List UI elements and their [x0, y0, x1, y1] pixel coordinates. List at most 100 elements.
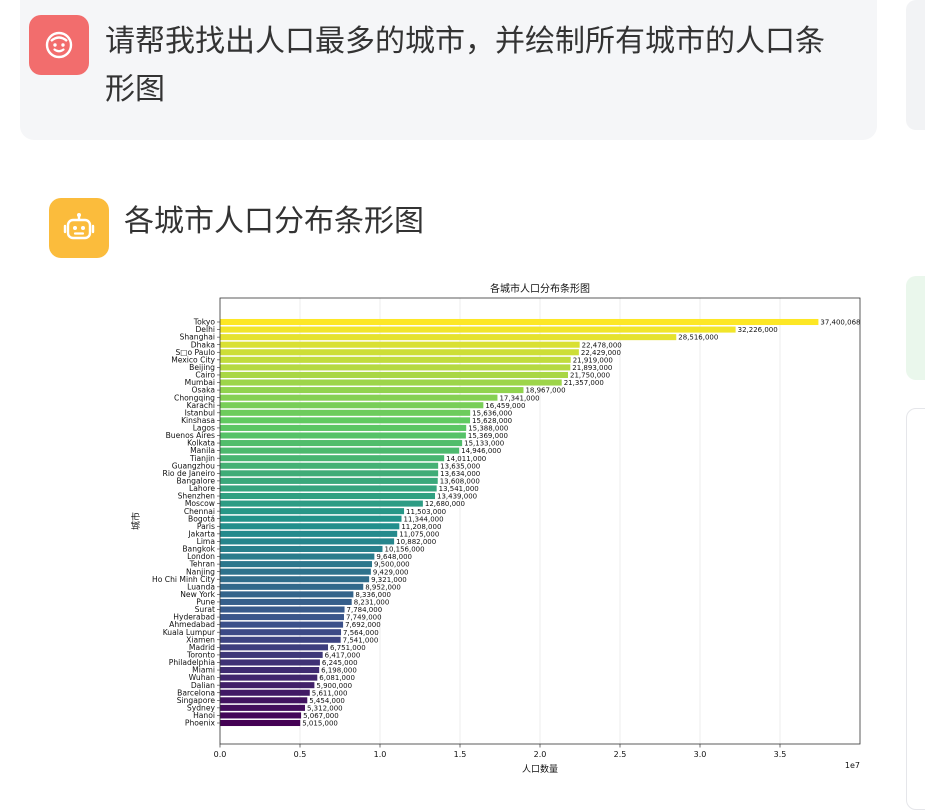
bar-value-label: 8,231,000: [354, 599, 390, 607]
y-tick-label: Paris: [197, 522, 215, 531]
bar-value-label: 11,075,000: [399, 530, 439, 538]
y-tick-label: Jakarta: [187, 529, 215, 538]
y-tick-label: Istanbul: [185, 408, 215, 417]
y-tick-label: Chongqing: [174, 393, 215, 402]
population-bar-chart: Tokyo 37,400,068 Delhi 32,226,000 Shanghai 28…: [130, 282, 860, 775]
bar-dalian: [220, 682, 315, 689]
bar-value-label: 21,357,000: [564, 379, 604, 387]
y-tick-label: Beijing: [189, 363, 215, 372]
y-tick-label: Bogotá: [188, 514, 215, 523]
bar-barcelona: [220, 689, 310, 696]
bar-phoenix: [220, 719, 301, 727]
bar-s-o-paulo: [220, 349, 579, 356]
bar-kuala-lumpur: [220, 629, 342, 636]
bar-wuhan: [220, 674, 318, 681]
y-tick-label: Nanjing: [186, 567, 215, 576]
side-panel-green: [906, 276, 925, 380]
y-tick-label: Wuhan: [189, 673, 216, 682]
y-tick-label: Madrid: [189, 643, 215, 652]
bar-value-label: 7,692,000: [345, 621, 381, 629]
y-tick-label: Tehran: [189, 560, 216, 569]
bot-avatar: [49, 198, 109, 258]
y-tick-label: New York: [180, 590, 215, 599]
y-tick-label: Ho Chi Minh City: [152, 575, 215, 584]
user-message-text: 请帮我找出人口最多的城市，并绘制所有城市的人口条形图: [105, 24, 825, 107]
y-axis-label: 城市: [130, 512, 142, 530]
bar-value-label: 5,611,000: [312, 689, 348, 697]
y-tick-label: Pune: [196, 598, 215, 607]
bar-ahmedabad: [220, 621, 344, 628]
y-tick-label: Surat: [195, 605, 215, 614]
bar-tianjin: [220, 455, 445, 462]
bar-value-label: 5,312,000: [307, 704, 343, 712]
y-tick-label: Karachi: [187, 401, 215, 410]
smiling-face-icon: [45, 31, 73, 59]
x-axis-label: 人口数量: [522, 763, 558, 775]
bot-message-title: 各城市人口分布条形图: [124, 204, 424, 239]
bar-chennai: [220, 508, 405, 515]
y-tick-label: Ahmedabad: [169, 620, 215, 629]
y-tick-label: Rio de Janeiro: [163, 469, 216, 478]
bar-tehran: [220, 561, 372, 568]
bar-value-label: 5,015,000: [302, 720, 338, 728]
y-tick-label: Shanghai: [180, 333, 216, 342]
y-tick-label: Tokyo: [193, 318, 216, 327]
bar-value-label: 7,784,000: [347, 606, 383, 614]
bar-value-label: 6,751,000: [330, 644, 366, 652]
x-tick-label: 1.5: [454, 750, 467, 759]
bar-value-label: 15,388,000: [468, 425, 508, 433]
bar-value-label: 9,500,000: [374, 561, 410, 569]
bar-value-label: 18,967,000: [525, 387, 565, 395]
bar-value-label: 14,946,000: [461, 447, 501, 455]
x-tick-label: 3.0: [694, 750, 707, 759]
bar-value-label: 6,417,000: [325, 652, 361, 660]
bar-istanbul: [220, 409, 471, 416]
bar-beijing: [220, 364, 571, 371]
bar-shanghai: [220, 334, 677, 341]
y-tick-label: Xiamen: [186, 635, 215, 644]
x-tick-label: 3.5: [774, 750, 787, 759]
bar-value-label: 14,011,000: [446, 455, 486, 463]
bar-buenos-aires: [220, 432, 466, 439]
bar-value-label: 11,503,000: [406, 508, 446, 516]
bar-value-label: 7,541,000: [343, 636, 379, 644]
bar-value-label: 21,919,000: [573, 356, 613, 364]
y-tick-label: Osaka: [191, 386, 215, 395]
bar-toronto: [220, 651, 323, 658]
y-tick-label: Hyderabad: [173, 613, 215, 622]
bar-chongqing: [220, 394, 498, 401]
y-tick-label: Sydney: [187, 703, 216, 712]
side-panel-top: [906, 0, 925, 130]
robot-icon: [63, 213, 95, 240]
bar-value-label: 13,608,000: [440, 477, 480, 485]
y-tick-label: Miami: [192, 666, 215, 675]
bar-value-label: 5,067,000: [303, 712, 339, 720]
bar-value-label: 22,478,000: [582, 341, 622, 349]
bar-value-label: 15,636,000: [472, 409, 512, 417]
y-tick-label: Phoenix: [185, 719, 216, 728]
y-tick-label: Delhi: [195, 325, 215, 334]
bar-value-label: 15,628,000: [472, 417, 512, 425]
bar-mexico-city: [220, 356, 571, 363]
bar-singapore: [220, 697, 308, 704]
bar-value-label: 9,648,000: [376, 553, 412, 561]
y-tick-label: Dhaka: [191, 340, 215, 349]
y-tick-label: London: [187, 552, 215, 561]
y-tick-label: Chennai: [184, 507, 215, 516]
bar-value-label: 9,429,000: [373, 568, 409, 576]
y-tick-label: Lahore: [189, 484, 215, 493]
x-tick-label: 0.0: [214, 750, 227, 759]
y-tick-label: Singapore: [177, 696, 216, 705]
y-tick-label: S□o Paulo: [175, 348, 215, 357]
bar-value-label: 9,321,000: [371, 576, 407, 584]
bar-lima: [220, 538, 395, 545]
bar-ho-chi-minh-city: [220, 576, 370, 583]
bar-value-label: 21,893,000: [572, 364, 612, 372]
bar-value-label: 5,454,000: [309, 697, 345, 705]
y-tick-label: Hanoi: [193, 711, 215, 720]
bar-value-label: 21,750,000: [570, 372, 610, 380]
bar-hyderabad: [220, 614, 344, 621]
bar-hanoi: [220, 712, 302, 719]
bar-kolkata: [220, 440, 463, 447]
bar-kinshasa: [220, 417, 471, 424]
